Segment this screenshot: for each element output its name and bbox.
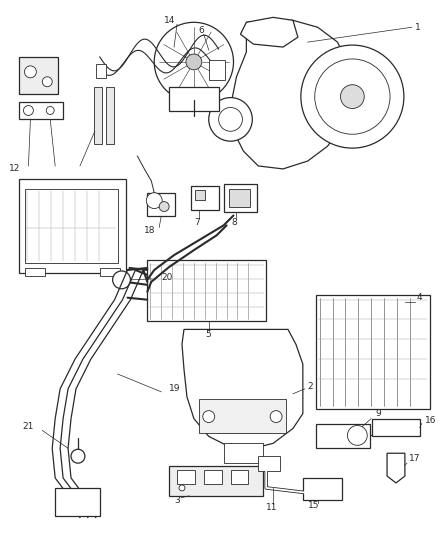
- Polygon shape: [18, 57, 58, 94]
- Text: 11: 11: [266, 503, 278, 512]
- Text: 12: 12: [9, 164, 20, 173]
- Circle shape: [301, 45, 404, 148]
- Polygon shape: [240, 18, 298, 47]
- Circle shape: [146, 193, 162, 208]
- Text: 16: 16: [425, 416, 436, 425]
- Circle shape: [270, 410, 282, 423]
- Text: 1: 1: [415, 23, 420, 32]
- Circle shape: [71, 449, 85, 463]
- Bar: [191, 186, 219, 209]
- Bar: [147, 260, 266, 321]
- Text: 8: 8: [232, 218, 237, 227]
- Text: 9: 9: [375, 409, 381, 418]
- Bar: [100, 268, 120, 276]
- Text: 18: 18: [145, 226, 156, 235]
- Bar: [169, 87, 219, 111]
- Circle shape: [42, 77, 52, 87]
- Bar: [147, 193, 175, 216]
- Text: 17: 17: [409, 454, 420, 463]
- Text: 5: 5: [206, 330, 212, 339]
- Circle shape: [113, 271, 131, 289]
- Text: 21: 21: [22, 422, 34, 431]
- Circle shape: [209, 98, 252, 141]
- Circle shape: [340, 85, 364, 109]
- Text: 4: 4: [417, 293, 422, 302]
- Polygon shape: [230, 20, 353, 169]
- Text: 15: 15: [308, 501, 319, 510]
- Bar: [316, 424, 370, 448]
- Bar: [55, 488, 100, 515]
- Bar: [223, 184, 257, 212]
- Circle shape: [46, 107, 54, 115]
- Circle shape: [159, 201, 169, 212]
- Circle shape: [186, 54, 202, 70]
- Bar: [106, 87, 113, 144]
- Bar: [18, 179, 126, 273]
- Circle shape: [24, 106, 33, 116]
- Bar: [18, 102, 63, 119]
- Bar: [372, 418, 420, 437]
- Circle shape: [179, 485, 185, 491]
- Bar: [195, 190, 205, 200]
- Text: 20: 20: [161, 273, 173, 282]
- Circle shape: [203, 410, 215, 423]
- Bar: [209, 60, 225, 80]
- Bar: [229, 189, 251, 207]
- Bar: [96, 64, 106, 78]
- Bar: [25, 268, 45, 276]
- Bar: [199, 399, 286, 433]
- Bar: [230, 470, 248, 484]
- Bar: [316, 295, 430, 409]
- Text: 2: 2: [308, 382, 314, 391]
- Bar: [258, 456, 280, 471]
- Bar: [94, 87, 102, 144]
- Bar: [223, 443, 263, 463]
- Bar: [177, 470, 195, 484]
- Bar: [303, 478, 343, 500]
- Text: 6: 6: [199, 26, 205, 35]
- Polygon shape: [182, 329, 303, 448]
- Circle shape: [347, 425, 367, 445]
- Circle shape: [315, 59, 390, 134]
- Text: 7: 7: [194, 218, 200, 227]
- Bar: [169, 466, 263, 496]
- Bar: [204, 470, 222, 484]
- Text: 19: 19: [169, 384, 180, 393]
- Bar: [25, 189, 117, 263]
- Text: 3: 3: [174, 496, 180, 505]
- Circle shape: [25, 66, 36, 78]
- Text: 14: 14: [164, 16, 176, 25]
- Circle shape: [154, 22, 233, 102]
- Circle shape: [219, 108, 242, 131]
- Polygon shape: [387, 453, 405, 483]
